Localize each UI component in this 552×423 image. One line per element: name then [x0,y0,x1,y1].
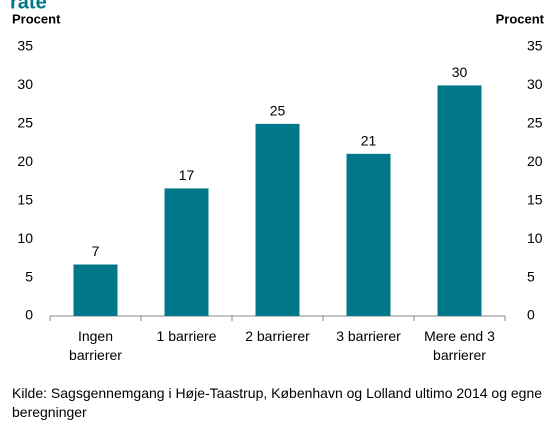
x-tick-label: 2 barrierer [245,328,310,344]
chart-title: rate [10,0,47,13]
data-label: 17 [179,167,195,183]
data-label: 25 [270,103,286,119]
data-label: 7 [92,243,100,259]
y2-tick-label: 0 [527,307,535,323]
bar [437,85,482,316]
y2-tick-label: 25 [527,115,543,131]
y-axis-label: Procent [12,11,61,26]
y-tick-label: 15 [17,191,33,207]
x-tick-label: 1 barriere [157,328,217,344]
y2-tick-label: 35 [527,38,543,54]
y-tick-label: 5 [25,268,33,284]
y2-tick-label: 5 [527,268,535,284]
bar [346,153,391,316]
chart: rate Procent Procent 0 5 10 15 20 25 30 35 0 5 10 1… [10,0,545,363]
y-tick-label: 0 [25,307,33,323]
y2-tick-label: 10 [527,230,543,246]
data-label: 21 [361,133,377,149]
y-tick-label: 20 [17,153,33,169]
x-tick-label: Ingen barrierer [69,328,122,363]
data-label: 30 [452,64,468,80]
x-tick-label: Mere end 3 barrierer [424,328,495,363]
bar [73,264,118,316]
y-tick-label: 25 [17,115,33,131]
bar [164,188,209,316]
x-tick-label: 3 barrierer [336,328,401,344]
bar [255,123,300,316]
source-note: Kilde: Sagsgennemgang i Høje-Taastrup, K… [12,385,543,420]
y2-tick-label: 15 [527,191,543,207]
y2-tick-label: 20 [527,153,543,169]
y2-axis-label: Procent [496,11,545,26]
y-tick-label: 35 [17,38,33,54]
y2-tick-label: 30 [527,76,543,92]
y-tick-label: 30 [17,76,33,92]
y-tick-label: 10 [17,230,33,246]
